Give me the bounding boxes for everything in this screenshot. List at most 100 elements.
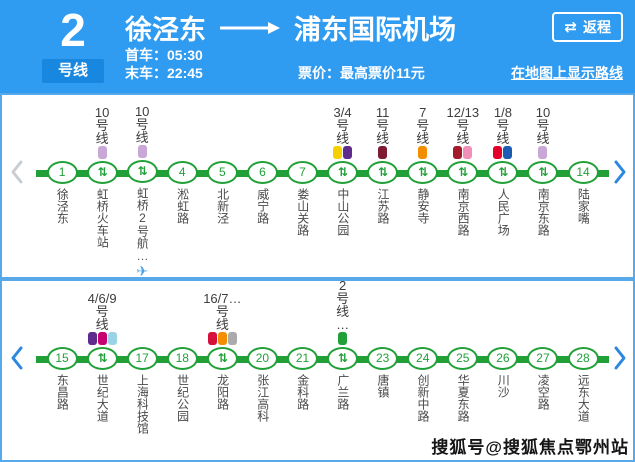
- station-川沙[interactable]: 26 川沙: [483, 281, 523, 460]
- station-静安寺[interactable]: 7 号线 ⇅ 静安寺: [403, 95, 443, 277]
- station-number: 18: [175, 351, 189, 365]
- station-华夏东路[interactable]: 25 华夏东路: [443, 281, 483, 460]
- transfer-line-label: 11 号线: [376, 95, 390, 145]
- transfer-line-suffix-char: 号: [376, 118, 390, 133]
- station-name: 远东大道: [576, 374, 590, 422]
- station-name: 川沙: [496, 374, 510, 398]
- station-circle: 6: [246, 160, 278, 184]
- station-name: 淞虹路: [175, 188, 189, 224]
- chevron-left-icon[interactable]: [10, 345, 24, 371]
- station-name-area: 唐镇: [376, 374, 389, 398]
- station-上海科技馆[interactable]: 17 上海科技馆: [122, 281, 162, 460]
- station-张江高科[interactable]: 20 张江高科: [242, 281, 282, 460]
- station-marker: 23: [367, 345, 399, 371]
- station-marker: 28: [567, 345, 599, 371]
- route-row-1: 1 徐泾东 10 号线 ⇅ 虹桥火车站 10 号线 ⇅ 虹桥2号航… ✈ 4 淞虹路 5 北新泾 6 威宁路 7 娄…: [0, 93, 635, 279]
- station-circle: 5: [206, 160, 238, 184]
- station-威宁路[interactable]: 6 威宁路: [242, 95, 282, 277]
- line-color-tick: [87, 332, 97, 345]
- station-number: 6: [259, 165, 266, 179]
- line-color-tick: [97, 332, 107, 345]
- transfer-line-ticks: [87, 331, 117, 345]
- transfer-line-suffix-char: 线: [215, 317, 229, 331]
- station-name-area: 中山公园: [336, 188, 349, 236]
- transfer-station-circle: ⇅: [367, 160, 399, 184]
- station-circle: 21: [287, 346, 318, 370]
- station-创新中路[interactable]: 24 创新中路: [403, 281, 443, 460]
- transfer-line-label: 3/4 号线: [334, 95, 352, 145]
- first-train-time: 首车：05:30: [125, 47, 203, 63]
- station-人民广场[interactable]: 1/8 号线 ⇅ 人民广场: [483, 95, 523, 277]
- station-龙阳路[interactable]: 16/7… 号线 ⇅ 龙阳路: [202, 281, 242, 460]
- station-凌空路[interactable]: 27 凌空路: [523, 281, 563, 460]
- station-陆家嘴[interactable]: 14 陆家嘴: [563, 95, 603, 277]
- station-number: 21: [295, 351, 310, 365]
- station-number: 4: [178, 165, 186, 179]
- station-number: 26: [496, 351, 510, 365]
- transfer-line-suffix-char: 线: [536, 131, 550, 145]
- line-color-tick: [463, 146, 473, 159]
- line-color-tick: [207, 332, 217, 345]
- station-name-area: 金科路: [296, 374, 309, 410]
- station-北新泾[interactable]: 5 北新泾: [202, 95, 242, 277]
- station-number: 20: [255, 351, 270, 365]
- station-marker: 21: [287, 345, 318, 371]
- station-广兰路[interactable]: 2 号线… ⇅ 广兰路: [323, 281, 363, 460]
- chevron-right-icon[interactable]: [613, 345, 627, 371]
- station-南京西路[interactable]: 12/13 号线 ⇅ 南京西路: [443, 95, 483, 277]
- station-number: 1: [58, 165, 66, 179]
- station-name-area: 静安寺: [416, 188, 429, 224]
- station-name: 张江高科: [256, 374, 269, 422]
- transfer-line-ticks: [137, 144, 147, 159]
- transfer-station-circle: ⇅: [527, 160, 559, 184]
- transfer-line-number: 16/7…: [203, 291, 242, 306]
- transfer-line-number: 3/4: [333, 105, 352, 120]
- line-color-tick: [503, 146, 513, 159]
- transfer-line-suffix-char: 线: [336, 304, 350, 319]
- station-娄山关路[interactable]: 7 娄山关路: [282, 95, 322, 277]
- station-name: 北新泾: [216, 188, 229, 224]
- station-江苏路[interactable]: 11 号线 ⇅ 江苏路: [363, 95, 403, 277]
- transfer-line-number: 4/6/9: [87, 291, 117, 306]
- station-虹桥火车站[interactable]: 10 号线 ⇅ 虹桥火车站: [82, 95, 122, 277]
- line-color-tick: [378, 146, 388, 159]
- line-color-tick: [333, 146, 343, 159]
- station-name: 虹桥2号航…: [135, 187, 149, 264]
- station-name-area: 创新中路: [416, 374, 429, 422]
- station-金科路[interactable]: 21 金科路: [282, 281, 322, 460]
- chevron-right-icon[interactable]: [613, 159, 627, 185]
- station-name: 娄山关路: [296, 188, 309, 236]
- station-name: 江苏路: [376, 188, 389, 224]
- chevron-left-icon: [10, 159, 24, 185]
- station-东昌路[interactable]: 15 东昌路: [42, 281, 82, 460]
- station-淞虹路[interactable]: 4 淞虹路: [162, 95, 202, 277]
- line-color-tick: [343, 146, 353, 159]
- line-color-tick: [338, 332, 348, 345]
- station-circle: 20: [246, 346, 278, 370]
- station-唐镇[interactable]: 23 唐镇: [363, 281, 403, 460]
- station-circle: 24: [407, 346, 439, 370]
- station-name: 威宁路: [256, 188, 269, 224]
- station-远东大道[interactable]: 28 远东大道: [563, 281, 603, 460]
- station-marker: 14: [567, 159, 599, 185]
- station-name-area: 徐泾东: [56, 188, 69, 224]
- station-marker: 25: [447, 345, 479, 371]
- station-marker: ⇅: [447, 159, 479, 185]
- station-世纪大道[interactable]: 4/6/9 号线 ⇅ 世纪大道: [82, 281, 122, 460]
- station-number: 15: [55, 351, 69, 365]
- station-marker: 27: [527, 345, 559, 371]
- show-on-map-link[interactable]: 在地图上显示路线: [511, 65, 623, 81]
- transfer-line-label: 2 号线…: [336, 281, 349, 331]
- return-trip-button[interactable]: ⇄ 返程: [552, 12, 623, 42]
- station-南京东路[interactable]: 10 号线 ⇅ 南京东路: [523, 95, 563, 277]
- station-虹桥2号航…[interactable]: 10 号线 ⇅ 虹桥2号航… ✈: [122, 95, 162, 277]
- station-name: 金科路: [296, 374, 309, 410]
- station-circle: 23: [367, 346, 399, 370]
- station-name: 南京西路: [456, 188, 470, 236]
- station-中山公园[interactable]: 3/4 号线 ⇅ 中山公园: [323, 95, 363, 277]
- line-suffix: 号线: [42, 59, 104, 83]
- station-number: 28: [576, 351, 590, 365]
- station-世纪公园[interactable]: 18 世纪公园: [162, 281, 202, 460]
- transfer-icon: ⇅: [378, 165, 388, 179]
- station-徐泾东[interactable]: 1 徐泾东: [42, 95, 82, 277]
